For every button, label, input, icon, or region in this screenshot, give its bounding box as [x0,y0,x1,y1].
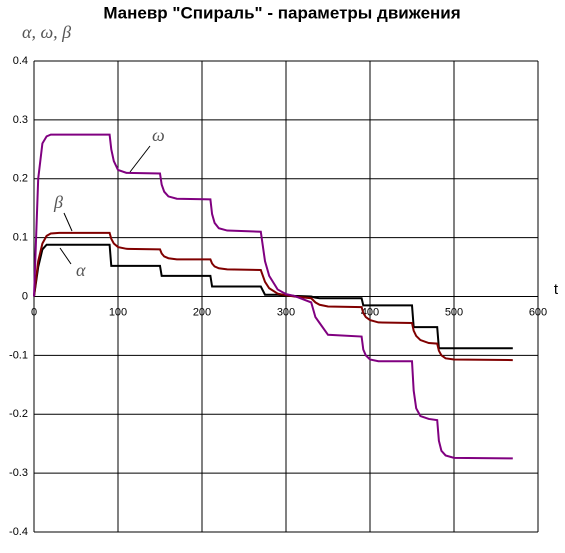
y-axis-label: α, ω, β [22,22,71,42]
leader-line [59,247,72,265]
leader-line [63,212,73,232]
y-tick-label: 0.2 [13,173,28,185]
x-axis-label: t [554,281,559,298]
annotation: ω [152,125,165,145]
chart-title: Маневр "Спираль" - параметры движения [103,3,460,22]
y-tick-label: -0.4 [9,526,28,538]
data-line [33,231,513,362]
y-tick-label: -0.2 [9,408,28,420]
annotation: β [53,192,63,212]
y-tick-label: 0 [22,290,28,302]
y-tick-label: -0.1 [9,349,28,361]
data-line [33,133,513,460]
y-tick-label: 0.4 [13,55,28,67]
annotation: α [76,260,86,280]
y-tick-label: -0.3 [9,467,28,479]
y-tick-label: 0.3 [13,114,28,126]
y-tick-label: 0.1 [13,232,28,244]
leader-line [129,145,151,173]
data-line [33,243,513,350]
